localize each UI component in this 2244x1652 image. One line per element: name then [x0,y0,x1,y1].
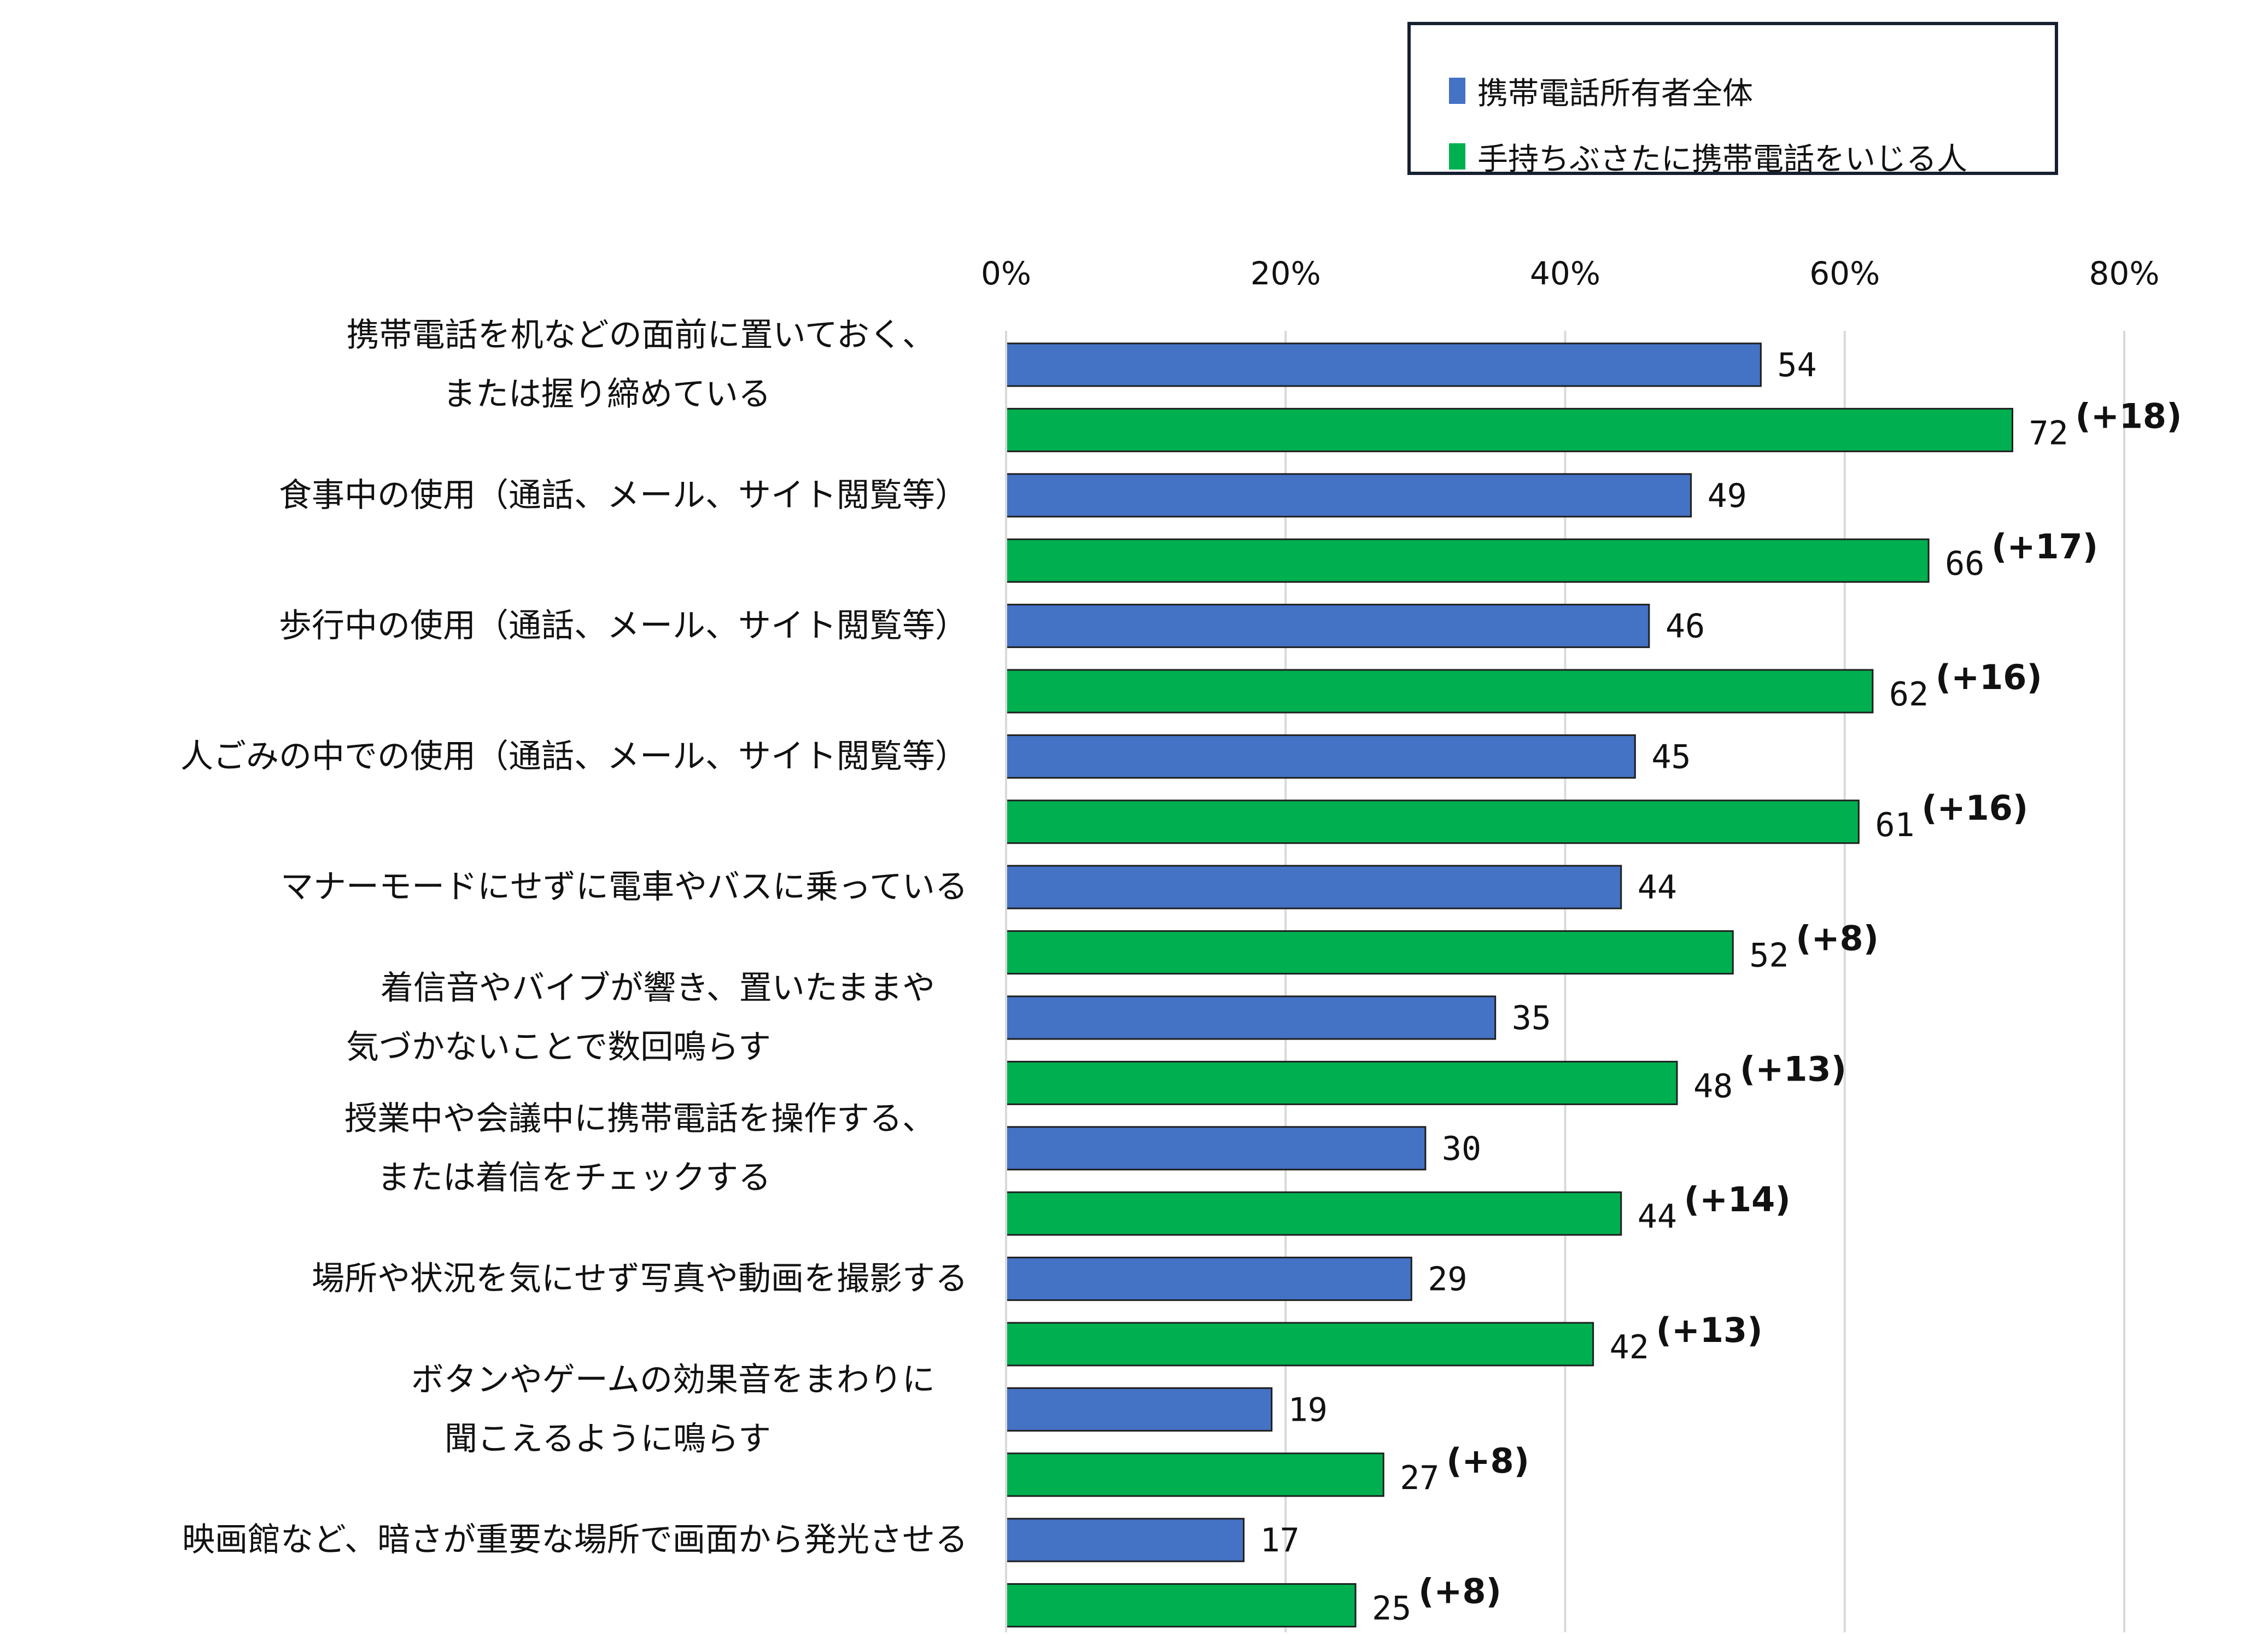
diff-label-series2: (+18) [2076,396,2182,436]
value-label-series2: 25 [1372,1590,1411,1628]
diff-label-series2: (+8) [1446,1441,1529,1481]
category-label: または握り締めている [443,375,771,413]
legend-swatch-series2 [1449,143,1465,170]
value-label-series2: 72 [2029,414,2068,452]
value-label-series2: 42 [1610,1328,1649,1367]
legend-swatch-series1 [1449,78,1465,104]
value-label-series2: 52 [1749,937,1789,975]
diff-label-series2: (+14) [1684,1180,1791,1219]
value-label-series1: 49 [1708,477,1747,515]
value-label-series2: 66 [1945,545,1984,583]
category-label: 映画館など、暗さが重要な場所で画面から発光させる [182,1521,968,1559]
category-label: 携帯電話を机などの面前に置いておく、 [347,316,935,354]
bar-series2 [1005,1060,1678,1105]
bar-series2 [1005,538,1930,583]
diff-label-series2: (+13) [1740,1049,1846,1089]
diff-label-series2: (+13) [1656,1310,1763,1350]
bar-series2 [1005,799,1860,844]
value-label-series1: 45 [1651,738,1691,776]
category-label: ボタンやゲームの効果音をまわりに [411,1361,935,1399]
bar-series1 [1005,1517,1245,1562]
value-label-series1: 54 [1777,346,1816,384]
value-label-series1: 17 [1260,1521,1300,1560]
category-label: 人ごみの中での使用（通話、メール、サイト閲覧等） [180,737,968,775]
value-label-series1: 19 [1288,1391,1328,1429]
bar-series2 [1005,1191,1622,1236]
diff-label-series2: (+17) [1991,527,2098,567]
value-label-series1: 46 [1666,608,1705,646]
bar-series1 [1005,473,1692,518]
value-label-series1: 29 [1428,1260,1467,1299]
bar-series2 [1005,1452,1384,1497]
category-label: 授業中や会議中に携帯電話を操作する、 [344,1100,935,1138]
category-label: または着信をチェックする [377,1159,771,1197]
diff-label-series2: (+8) [1796,919,1879,959]
legend-label-series2: 手持ちぶさたに携帯電話をいじる人 [1477,141,1967,177]
bar-series1 [1005,865,1622,909]
value-label-series1: 44 [1638,868,1677,907]
category-label: マナーモードにせずに電車やバスに乗っている [280,868,968,906]
bar-series1 [1005,1257,1412,1301]
category-label: 着信音やバイブが響き、置いたままや [381,969,935,1007]
value-label-series1: 30 [1442,1130,1481,1168]
bar-series2 [1005,669,1874,714]
bar-series1 [1005,734,1636,779]
bar-series1 [1005,1387,1273,1432]
value-label-series2: 61 [1875,806,1914,844]
value-label-series2: 62 [1889,675,1929,714]
bar-series2 [1005,1322,1594,1367]
bar-series2 [1005,407,2013,452]
legend: 携帯電話所有者全体 手持ちぶさたに携帯電話をいじる人 [1407,22,2058,177]
x-tick-label: 0% [981,255,1031,292]
value-label-series1: 35 [1512,999,1551,1037]
bar-series2 [1005,930,1734,975]
x-tick-label: 40% [1530,255,1600,292]
category-label: 食事中の使用（通話、メール、サイト閲覧等） [279,476,968,515]
category-label: 歩行中の使用（通話、メール、サイト閲覧等） [279,607,968,645]
legend-item-series1: 携帯電話所有者全体 [1449,74,1753,112]
category-label: 気づかないことで数回鳴らす [346,1028,771,1066]
diff-label-series2: (+8) [1418,1572,1501,1612]
legend-label-series1: 携帯電話所有者全体 [1477,75,1753,112]
bar-series1 [1005,995,1497,1040]
x-tick-label: 20% [1250,255,1321,292]
bar-series1 [1005,1126,1427,1171]
value-label-series2: 44 [1638,1198,1677,1236]
legend-item-series2: 手持ちぶさたに携帯電話をいじる人 [1449,140,1967,177]
category-label: 場所や状況を気にせず写真や動画を撮影する [312,1260,968,1298]
diff-label-series2: (+16) [1936,657,2042,697]
x-tick-label: 60% [1809,255,1880,292]
category-label: 聞こえるように鳴らす [445,1420,771,1458]
bar-series1 [1005,604,1650,649]
value-label-series2: 27 [1400,1459,1439,1497]
value-label-series2: 48 [1693,1067,1733,1105]
x-tick-label: 80% [2089,255,2160,292]
diff-label-series2: (+16) [1921,788,2028,828]
bar-series2 [1005,1583,1357,1628]
bar-series1 [1005,342,1762,387]
